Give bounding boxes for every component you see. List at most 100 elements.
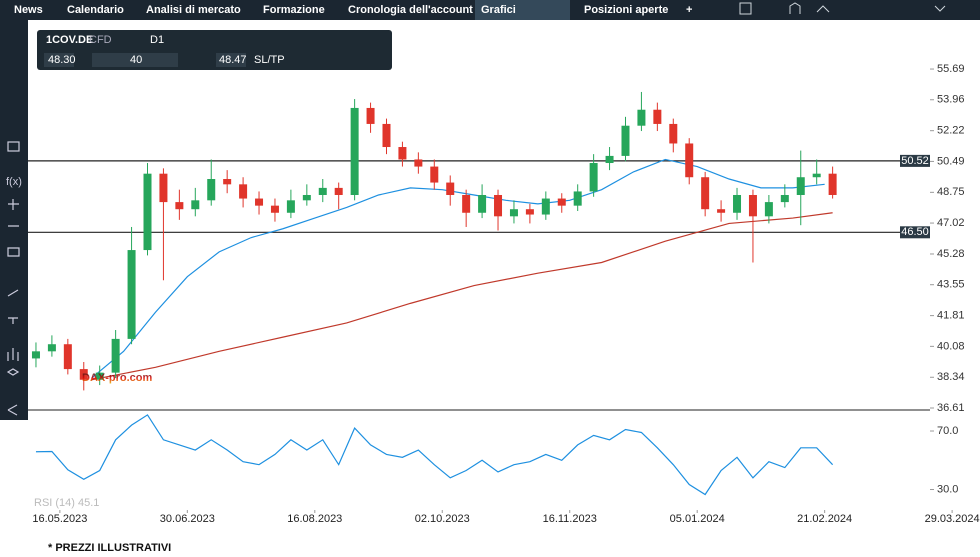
nav-item[interactable]: Posizioni aperte xyxy=(584,4,668,16)
candle-body xyxy=(111,338,120,373)
candle-body xyxy=(637,109,646,126)
x-tick-label: 29.03.2024 xyxy=(925,513,980,525)
y-tick-label: 45.28 xyxy=(937,248,965,260)
side-toolbar xyxy=(0,20,28,420)
watermark: DAX-pro.com xyxy=(82,372,153,384)
candle-body xyxy=(509,209,518,217)
y-tick-label: 41.81 xyxy=(937,310,965,322)
top-icons xyxy=(739,2,946,15)
level-box xyxy=(900,226,930,239)
x-tick-label: 05.01.2024 xyxy=(670,513,725,525)
candle-body xyxy=(302,194,311,201)
candle-body xyxy=(796,177,805,195)
y-tick-label: 30.0 xyxy=(937,483,958,495)
candle-body xyxy=(159,173,168,203)
candle-body xyxy=(733,194,742,213)
candle-body xyxy=(47,344,56,352)
amount-box[interactable] xyxy=(92,53,178,67)
candle-body xyxy=(31,351,40,359)
nav-item[interactable]: + xyxy=(686,4,692,16)
moving-average xyxy=(91,158,825,379)
y-tick-label: 53.96 xyxy=(937,94,965,106)
candle-body xyxy=(350,107,359,195)
amount[interactable]: 40 xyxy=(130,54,142,66)
y-tick-label: 70.0 xyxy=(937,425,958,437)
candle-body xyxy=(63,344,72,370)
nav-item[interactable]: Grafici xyxy=(481,4,516,16)
candle-body xyxy=(191,200,200,210)
rsi-line xyxy=(35,414,834,496)
ask-box[interactable] xyxy=(216,53,246,67)
side-icons xyxy=(6,141,20,416)
candle-body xyxy=(780,194,789,203)
candle-body xyxy=(557,198,566,206)
bid-box[interactable] xyxy=(44,53,74,67)
sl-tp[interactable]: SL/TP xyxy=(254,54,285,66)
fx-icon[interactable]: f(x) xyxy=(6,176,22,188)
y-tick-label: 40.08 xyxy=(937,340,965,352)
candle-body xyxy=(79,369,88,380)
candle-body xyxy=(748,194,757,217)
candle-body xyxy=(541,198,550,215)
candle-body xyxy=(494,194,503,217)
candle-body xyxy=(382,123,391,148)
candle-body xyxy=(653,109,662,124)
candle-body xyxy=(318,187,327,195)
candle-body xyxy=(573,191,582,206)
nav-item[interactable]: Cronologia dell'account xyxy=(348,4,473,16)
candle-body xyxy=(175,202,184,210)
moving-average xyxy=(91,212,833,381)
y-tick-label: 52.22 xyxy=(937,125,965,137)
candle-body xyxy=(414,159,423,167)
nav-item[interactable]: Analisi di mercato xyxy=(146,4,241,16)
candle-body xyxy=(270,205,279,213)
candle-body xyxy=(764,202,773,217)
level-label: 46.50 xyxy=(901,226,929,238)
nav-item[interactable]: Formazione xyxy=(263,4,325,16)
candle-body xyxy=(605,155,614,164)
candle-body xyxy=(589,163,598,192)
ask[interactable]: 48.47 xyxy=(219,54,247,66)
y-tick-label: 55.69 xyxy=(937,63,965,75)
y-tick-label: 48.75 xyxy=(937,186,965,198)
symbol-kind: CFD xyxy=(89,34,112,46)
timeframe[interactable]: D1 xyxy=(150,34,164,46)
y-tick-label: 36.61 xyxy=(937,402,965,414)
candle-body xyxy=(255,198,264,206)
candle-body xyxy=(685,143,694,178)
candle-body xyxy=(462,194,471,213)
candle-body xyxy=(223,179,232,185)
candle-body xyxy=(127,250,136,339)
candle-body xyxy=(366,107,375,124)
nav-item[interactable]: Calendario xyxy=(67,4,124,16)
candle-body xyxy=(478,194,487,213)
candle-body xyxy=(828,173,837,195)
candle-body xyxy=(525,209,534,215)
candle-body xyxy=(812,173,821,178)
y-tick-label: 50.49 xyxy=(937,155,965,167)
candle-body xyxy=(669,123,678,144)
indicator-label: RSI (14) 45.1 xyxy=(34,497,99,509)
candle-body xyxy=(717,209,726,213)
x-tick-label: 21.02.2024 xyxy=(797,513,852,525)
bid[interactable]: 48.30 xyxy=(48,54,76,66)
nav-item[interactable]: News xyxy=(14,4,43,16)
footer: * PREZZI ILLUSTRATIVI xyxy=(48,542,171,554)
candle-body xyxy=(701,177,710,210)
symbol[interactable]: 1COV.DE xyxy=(46,34,93,46)
candle-body xyxy=(398,147,407,160)
candle-body xyxy=(430,166,439,183)
candle-body xyxy=(621,125,630,156)
candle-body xyxy=(286,200,295,213)
candle-body xyxy=(143,173,152,251)
y-tick-label: 38.34 xyxy=(937,371,965,383)
x-tick-label: 02.10.2023 xyxy=(415,513,470,525)
candle-body xyxy=(446,182,455,195)
candle-body xyxy=(239,184,248,199)
level-label: 50.52 xyxy=(901,155,929,167)
x-tick-label: 30.06.2023 xyxy=(160,513,215,525)
x-tick-label: 16.05.2023 xyxy=(32,513,87,525)
candle-body xyxy=(95,372,104,380)
x-tick-label: 16.08.2023 xyxy=(287,513,342,525)
